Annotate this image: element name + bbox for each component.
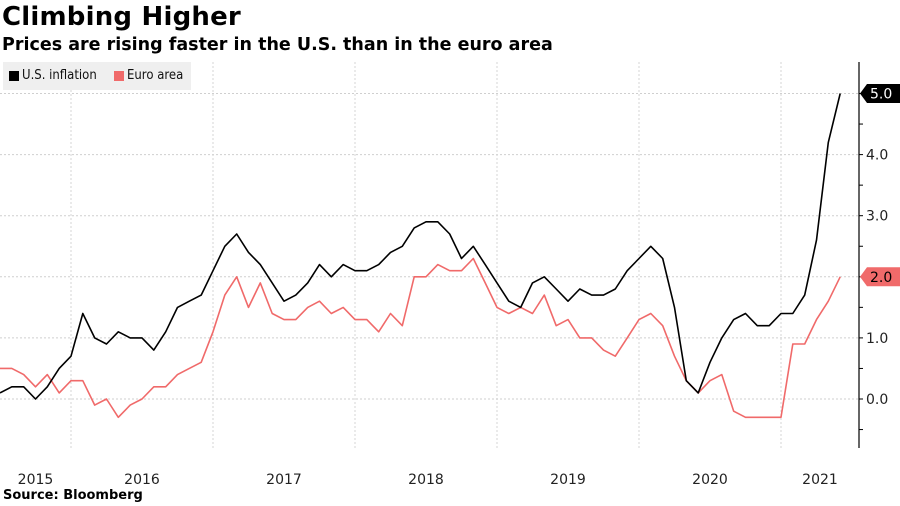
legend-item-euro: Euro area (114, 68, 183, 83)
gridlines (0, 62, 859, 448)
legend-label-euro: Euro area (127, 68, 184, 83)
y-tick-label: 3.0 (866, 209, 888, 225)
badge-euro-last-value: 2.0 (860, 267, 900, 287)
badge-label: 2.0 (870, 270, 892, 286)
legend-label-us: U.S. inflation (22, 68, 97, 83)
x-tick-label: 2015 (18, 472, 54, 488)
chart-subtitle: Prices are rising faster in the U.S. tha… (2, 35, 553, 55)
x-tick-label: 2016 (124, 472, 160, 488)
badge-label: 5.0 (870, 87, 892, 103)
y-tick-label: 0.0 (866, 392, 888, 408)
series-lines (0, 93, 841, 419)
series-line-euro-area (0, 257, 841, 419)
x-tick-label: 2017 (266, 472, 302, 488)
last-value-badges: 5.0 2.0 (860, 84, 900, 287)
legend: U.S. inflation Euro area (3, 62, 191, 90)
badge-shape (860, 84, 900, 103)
y-tick-labels: 0.0 1.0 3.0 4.0 (866, 148, 888, 408)
x-tick-label: 2021 (802, 472, 838, 488)
chart-title: Climbing Higher (2, 2, 241, 32)
badge-shape (860, 267, 900, 287)
x-tick-labels: 2015 2016 2017 2018 2019 2020 2021 (18, 472, 838, 488)
legend-item-us: U.S. inflation (9, 68, 97, 83)
y-tick-label: 1.0 (866, 331, 888, 347)
x-tick-label: 2019 (550, 472, 586, 488)
source-note: Source: Bloomberg (3, 488, 143, 503)
series-line-us-inflation (0, 93, 841, 400)
y-tick-label: 4.0 (866, 148, 888, 164)
x-tick-label: 2020 (692, 472, 728, 488)
badge-us-last-value: 5.0 (860, 84, 900, 103)
legend-swatch-us (9, 70, 19, 81)
legend-swatch-euro (114, 70, 124, 81)
x-tick-label: 2018 (408, 472, 444, 488)
y-axis (858, 62, 863, 448)
